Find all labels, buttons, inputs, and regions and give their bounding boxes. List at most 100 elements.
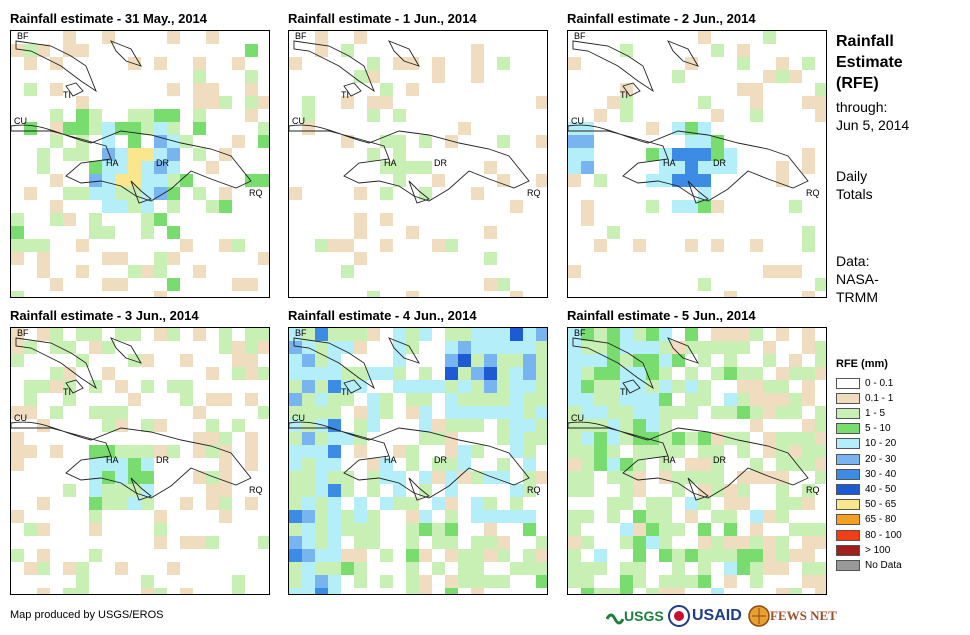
map-label-ha: HA (106, 455, 119, 465)
rainfall-cell (763, 471, 776, 484)
rainfall-cell (471, 187, 484, 200)
rainfall-cell (37, 328, 50, 341)
rainfall-cell (354, 341, 367, 354)
rainfall-cell (789, 588, 802, 594)
rainfall-cell (89, 510, 102, 523)
rainfall-cell (458, 367, 471, 380)
rainfall-cell (471, 44, 484, 57)
rainfall-cell (802, 148, 815, 161)
rainfall-cell (536, 432, 547, 445)
rainfall-cell (815, 523, 826, 536)
rainfall-cell (367, 109, 380, 122)
rainfall-cell (37, 252, 50, 265)
rainfall-cell (659, 393, 672, 406)
rainfall-cell (206, 484, 219, 497)
rainfall-cell (24, 562, 37, 575)
map-panel-5: BF TI CU HA DR RQ (288, 327, 548, 595)
coastline (130, 180, 152, 204)
rainfall-cell (445, 588, 458, 594)
rainfall-cell (367, 96, 380, 109)
rainfall-cell (302, 406, 315, 419)
rainfall-cell (445, 380, 458, 393)
rainfall-cell (659, 432, 672, 445)
rainfall-cell (620, 393, 633, 406)
rainfall-cell (315, 432, 328, 445)
rainfall-cell (711, 432, 724, 445)
rainfall-cell (432, 70, 445, 83)
rainfall-cell (141, 445, 154, 458)
rainfall-cell (510, 393, 523, 406)
rainfall-cell (128, 148, 141, 161)
rainfall-cell (341, 523, 354, 536)
rainfall-cell (581, 200, 594, 213)
rainfall-cell (289, 549, 302, 562)
coastline (293, 40, 375, 93)
rainfall-cell (620, 588, 633, 594)
rainfall-cell (698, 549, 711, 562)
rainfall-cell (815, 406, 826, 419)
rainfall-cell (497, 341, 510, 354)
rainfall-cell (581, 213, 594, 226)
rainfall-cell (328, 549, 341, 562)
rainfall-cell (128, 497, 141, 510)
rainfall-cell (63, 484, 76, 497)
rainfall-cell (354, 536, 367, 549)
rainfall-cell (497, 575, 510, 588)
rainfall-cell (245, 83, 258, 96)
rainfall-cell (445, 536, 458, 549)
rainfall-cell (167, 161, 180, 174)
rainfall-cell (76, 135, 89, 148)
rainfall-cell (445, 328, 458, 341)
rainfall-cell (458, 419, 471, 432)
rainfall-cell (315, 354, 328, 367)
rainfall-cell (698, 148, 711, 161)
rainfall-cell (458, 458, 471, 471)
rainfall-cell (607, 432, 620, 445)
rainfall-cell (802, 96, 815, 109)
rainfall-cell (471, 57, 484, 70)
rainfall-cell (89, 174, 102, 187)
rainfall-cell (510, 367, 523, 380)
rainfall-cell (154, 135, 167, 148)
rainfall-cell (102, 148, 115, 161)
legend-swatch (836, 559, 860, 571)
rainfall-cell (724, 148, 737, 161)
rainfall-cell (380, 161, 393, 174)
rainfall-cell (711, 328, 724, 341)
rainfall-cell (154, 109, 167, 122)
rainfall-cell (115, 174, 128, 187)
rainfall-cell (245, 341, 258, 354)
rainfall-cell (750, 406, 763, 419)
rainfall-cell (724, 562, 737, 575)
coastline (388, 337, 420, 364)
rainfall-cell (724, 549, 737, 562)
rainfall-cell (367, 406, 380, 419)
rainfall-cell (815, 432, 826, 445)
rainfall-cell (776, 174, 789, 187)
rainfall-cell (633, 419, 646, 432)
rainfall-cell (568, 484, 581, 497)
rainfall-cell (659, 174, 672, 187)
rainfall-cell (206, 200, 219, 213)
rainfall-cell (115, 484, 128, 497)
rainfall-cell (102, 497, 115, 510)
rainfall-cell (128, 471, 141, 484)
sidebar-data-line1: Data: (836, 253, 870, 269)
rainfall-cell (354, 213, 367, 226)
usgs-logo: USGS (606, 604, 664, 628)
rainfall-cell (167, 200, 180, 213)
map-panel-6: BF TI CU HA DR RQ (567, 327, 827, 595)
rainfall-cell (685, 200, 698, 213)
rainfall-cell (102, 161, 115, 174)
rainfall-cell (672, 588, 685, 594)
rainfall-cell (763, 393, 776, 406)
rainfall-cell (659, 367, 672, 380)
rainfall-cell (458, 575, 471, 588)
rainfall-cell (289, 187, 302, 200)
rainfall-cell (432, 471, 445, 484)
map-label-cu: CU (14, 413, 27, 423)
rainfall-cell (776, 70, 789, 83)
rainfall-cell (815, 354, 826, 367)
rainfall-cell (206, 497, 219, 510)
rainfall-cell (536, 562, 547, 575)
